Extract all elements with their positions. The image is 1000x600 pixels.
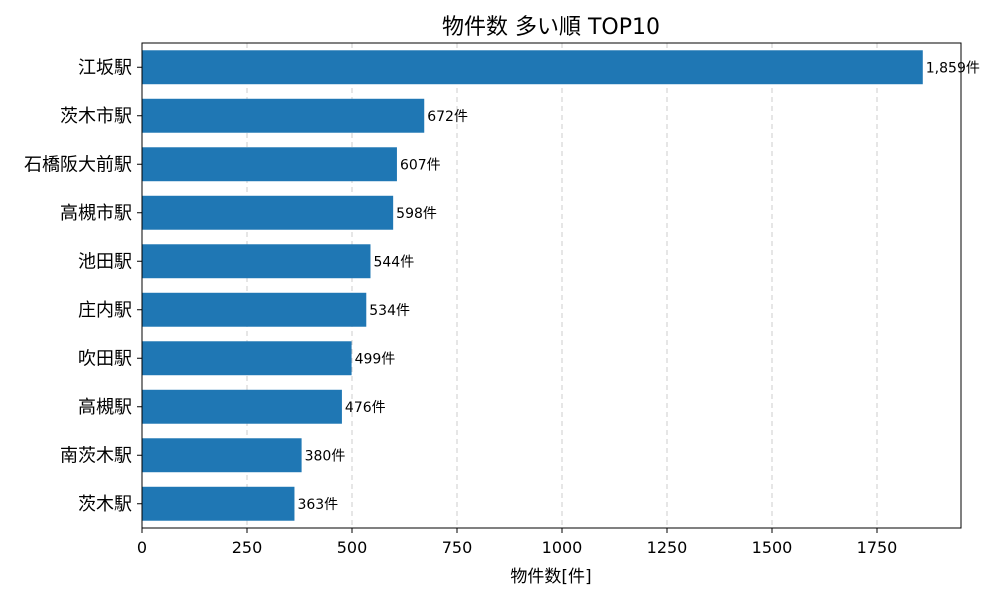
category-label: 高槻市駅: [60, 203, 132, 224]
value-label: 476件: [345, 400, 386, 416]
bar: [142, 98, 425, 133]
category-label: 池田駅: [78, 251, 132, 272]
category-label: 南茨木駅: [60, 445, 132, 466]
bar: [142, 341, 352, 376]
category-label: 茨木駅: [78, 494, 132, 515]
x-tick-label: 1000: [542, 538, 583, 557]
x-tick-label: 1750: [857, 538, 898, 557]
value-label: 363件: [297, 497, 338, 513]
value-labels: 1,859件 672件 607件 598件 544件 534件 499件 476件 380件 36…: [297, 60, 979, 513]
category-label: 茨木市駅: [60, 106, 132, 127]
value-label: 1,859件: [926, 60, 980, 76]
category-label: 江坂駅: [78, 57, 132, 78]
bar: [142, 438, 302, 473]
x-axis-ticks: 0 250 500 750 1000 1250 1500 1750: [137, 528, 897, 557]
bar: [142, 147, 397, 182]
value-label: 544件: [373, 254, 414, 270]
value-label: 380件: [305, 448, 346, 464]
value-label: 499件: [355, 351, 396, 367]
bar: [142, 486, 295, 521]
x-tick-label: 1500: [752, 538, 793, 557]
bar: [142, 292, 367, 327]
value-label: 672件: [427, 109, 468, 125]
category-label: 高槻駅: [78, 397, 132, 418]
bar: [142, 244, 371, 279]
chart-title: 物件数 多い順 TOP10: [442, 15, 660, 40]
x-axis-label: 物件数[件]: [510, 567, 591, 587]
plot-frame: [141, 42, 962, 529]
x-tick-label: 500: [337, 538, 368, 557]
category-label: 石橋阪大前駅: [24, 154, 132, 175]
value-label: 534件: [369, 303, 410, 319]
x-tick-label: 1250: [647, 538, 688, 557]
category-label: 吹田駅: [78, 348, 132, 369]
category-label: 庄内駅: [78, 300, 132, 321]
x-tick-label: 250: [232, 538, 263, 557]
bar: [142, 389, 342, 424]
value-label: 598件: [396, 206, 437, 222]
x-tick-label: 0: [137, 538, 147, 557]
value-label: 607件: [400, 157, 441, 173]
bars: [142, 50, 923, 521]
bar: [142, 195, 394, 230]
x-tick-label: 750: [442, 538, 473, 557]
bar: [142, 50, 923, 85]
